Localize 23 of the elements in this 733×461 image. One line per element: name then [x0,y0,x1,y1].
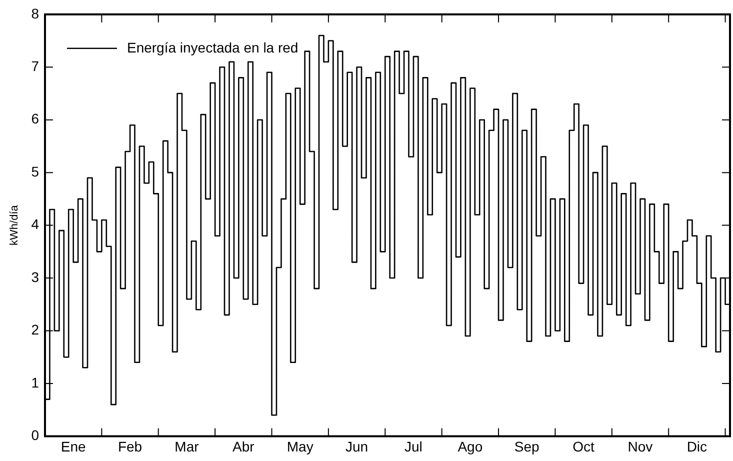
y-tick-label: 1 [31,374,40,390]
x-tick-label: Ago [458,438,483,454]
y-tick-label: 3 [31,268,40,285]
x-tick-label: Abr [232,438,255,454]
x-tick-label: Sep [514,438,540,454]
y-tick-label: 8 [31,5,40,22]
y-axis-title: kWh/día [8,204,21,246]
y-tick-label: 6 [31,110,40,127]
x-tick-label: Feb [118,438,142,454]
y-tick-label: 4 [31,216,40,232]
x-tick-label: Dic [686,438,708,454]
legend-label: Energía inyectada en la red [126,39,298,56]
y-tick-label: 7 [31,58,40,74]
x-tick-label: Ene [60,438,86,454]
x-tick-label: Jul [404,438,422,454]
x-tick-label: Jun [345,438,368,454]
y-tick-label: 2 [31,322,40,338]
x-tick-label: Mar [174,438,200,454]
x-tick-label: Oct [572,438,595,454]
x-tick-label: May [286,438,314,454]
y-tick-label: 5 [31,163,40,180]
x-tick-label: Nov [628,438,653,454]
y-tick-label: 0 [31,427,40,444]
